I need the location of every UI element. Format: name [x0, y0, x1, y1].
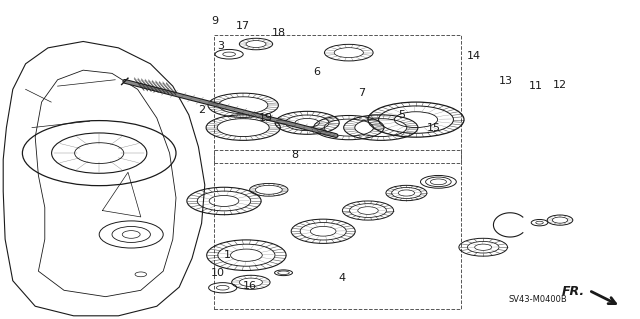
Text: FR.: FR.	[561, 286, 584, 298]
Text: 19: 19	[259, 113, 273, 123]
Text: 10: 10	[211, 268, 225, 278]
Text: 14: 14	[467, 51, 481, 61]
Text: 18: 18	[271, 28, 285, 39]
Text: 4: 4	[339, 272, 346, 283]
Text: 3: 3	[218, 41, 224, 51]
Text: 16: 16	[243, 280, 257, 291]
Text: 6: 6	[314, 67, 320, 77]
Text: 15: 15	[427, 122, 441, 133]
Text: 1: 1	[224, 250, 230, 260]
Text: 9: 9	[211, 16, 218, 26]
Text: 12: 12	[553, 79, 567, 90]
Text: SV43-M0400B: SV43-M0400B	[508, 295, 567, 304]
Text: 17: 17	[236, 20, 250, 31]
Text: 13: 13	[499, 76, 513, 86]
Text: 2: 2	[198, 105, 205, 115]
Text: 11: 11	[529, 81, 543, 91]
Text: 7: 7	[358, 87, 365, 98]
Text: 5: 5	[399, 110, 405, 120]
Text: 8: 8	[291, 150, 298, 160]
